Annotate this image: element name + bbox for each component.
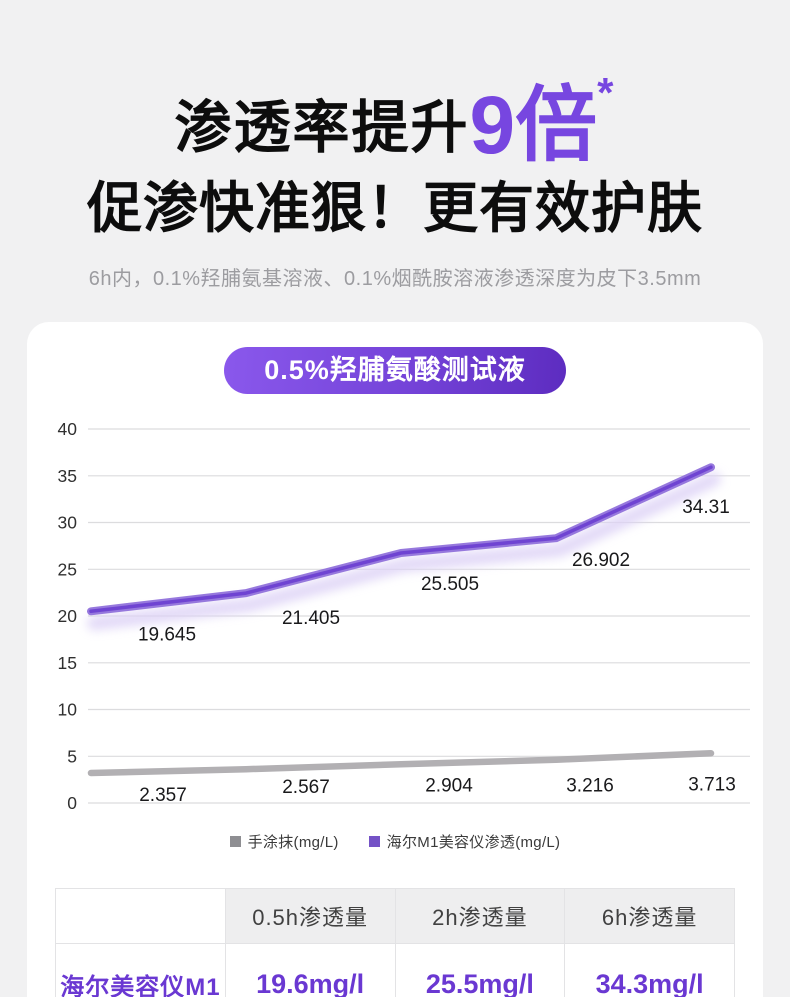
table-row-value: 34.3mg/l (564, 943, 735, 997)
series-glow (87, 472, 721, 631)
data-label: 2.357 (139, 785, 187, 806)
series-line-device-core (89, 465, 713, 614)
data-label: 34.31 (682, 497, 730, 518)
y-axis-label: 5 (67, 747, 77, 767)
chart-card: 0.5%羟脯氨酸测试液 0 5 10 15 20 25 30 35 40 2.357 2.567 2.… (27, 322, 763, 997)
results-table: 0.5h渗透量 2h渗透量 6h渗透量 海尔美容仪M1 19.6mg/l 25.5mg/… (55, 888, 735, 997)
chart-canvas: 0 5 10 15 20 25 30 35 40 2.357 2.567 2.904 3.216 3.71… (58, 419, 750, 813)
table-header-cell (55, 888, 226, 945)
y-axis-label: 0 (67, 793, 77, 813)
table-row-value: 19.6mg/l (224, 943, 396, 997)
legend-item: 海尔M1美容仪渗透(mg/L) (368, 831, 561, 852)
table-row: 海尔美容仪M1 19.6mg/l 25.5mg/l 34.3mg/l (55, 943, 735, 997)
test-condition-note: 6h内，0.1%羟脯氨基溶液、0.1%烟酰胺溶液渗透深度为皮下3.5mm (88, 268, 702, 291)
y-axis-label: 25 (58, 560, 77, 580)
data-label: 3.713 (688, 775, 736, 796)
table-row-label: 海尔美容仪M1 (55, 943, 226, 997)
legend-label: 海尔M1美容仪渗透(mg/L) (386, 834, 561, 852)
penetration-line-chart: 0 5 10 15 20 25 30 35 40 2.357 2.567 2.904 3.216 3.71… (27, 409, 763, 825)
y-axis-label: 10 (58, 700, 78, 720)
table-body: 海尔美容仪M1 19.6mg/l 25.5mg/l 34.3mg/l (55, 943, 735, 997)
data-label: 26.902 (572, 550, 630, 571)
chart-legend: 手涂抹(mg/L) 海尔M1美容仪渗透(mg/L) (27, 831, 763, 852)
table-header-cell: 6h渗透量 (564, 888, 735, 945)
test-solution-badge: 0.5%羟脯氨酸测试液 (224, 347, 566, 395)
page-subtitle-line: 促渗快准狠！更有效护肤 (86, 177, 703, 239)
table-header-row: 0.5h渗透量 2h渗透量 6h渗透量 (55, 888, 735, 945)
legend-label: 手涂抹(mg/L) (247, 834, 339, 852)
legend-item: 手涂抹(mg/L) (229, 831, 339, 852)
data-label: 25.505 (421, 574, 479, 595)
legend-swatch-icon (229, 836, 241, 848)
data-label: 19.645 (138, 625, 196, 646)
data-label: 2.567 (282, 777, 330, 798)
y-axis-label: 15 (58, 653, 77, 673)
hero-section: 渗透率提升9倍* 促渗快准狠！更有效护肤 6h内，0.1%羟脯氨基溶液、0.1%… (0, 0, 790, 291)
y-axis-label: 35 (58, 466, 77, 486)
title-asterisk: * (597, 69, 616, 116)
series-line-hand (87, 750, 715, 777)
y-axis-label: 20 (58, 606, 78, 626)
y-axis-label: 40 (58, 419, 78, 439)
table-row-value: 25.5mg/l (394, 943, 566, 997)
page-title: 渗透率提升9倍* (0, 72, 790, 167)
table-header-cell: 0.5h渗透量 (224, 888, 396, 945)
legend-swatch-icon (368, 836, 380, 848)
title-prefix: 渗透率提升 (174, 96, 470, 160)
data-label: 2.904 (425, 776, 473, 797)
table-header-cell: 2h渗透量 (394, 888, 566, 945)
title-highlight: 9倍 (469, 80, 598, 171)
data-label: 21.405 (282, 608, 340, 629)
series-line-device (87, 463, 715, 616)
data-label: 3.216 (566, 776, 614, 797)
y-axis-label: 30 (58, 513, 78, 533)
